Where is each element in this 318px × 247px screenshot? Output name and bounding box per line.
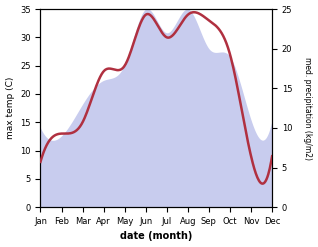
Y-axis label: max temp (C): max temp (C) — [5, 77, 15, 139]
X-axis label: date (month): date (month) — [120, 231, 192, 242]
Y-axis label: med. precipitation (kg/m2): med. precipitation (kg/m2) — [303, 57, 313, 160]
